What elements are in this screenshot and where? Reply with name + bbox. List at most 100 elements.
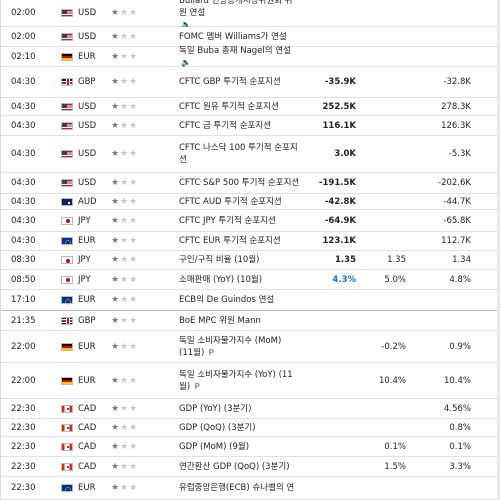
table-row[interactable]: 04:30 EUR ★ ★ ★ CFTC EUR 투기적 순포지션 123.1K 112.7K — [1, 232, 500, 251]
table-row[interactable]: 22:30 CAD ★ ★ ★ GDP (QoQ) (3분기) 0.8% — [1, 419, 500, 437]
event-time: 22:00 — [11, 341, 36, 352]
star-icon: ★ — [111, 341, 121, 352]
table-row[interactable]: 02:10 EUR ★ ★ ★ 독일 Buba 총재 Nagel의 연설 🔈 — [1, 46, 500, 67]
currency-code: GBP — [78, 315, 96, 326]
star-icon: ★ — [111, 149, 121, 159]
table-row[interactable]: 22:30 CAD ★ ★ ★ 연간환산 GDP (QoQ) (3분기) 1.5% 3.3% — [1, 457, 500, 477]
star-icon: ★ — [120, 101, 130, 112]
importance-stars: ★ ★ ★ — [111, 67, 151, 97]
event-name[interactable]: 독일 소비자물가지수 (MoM) (11월) P — [179, 331, 304, 362]
event-name[interactable]: CFTC 원유 투기적 순포지션 — [179, 98, 304, 115]
star-icon: ★ — [111, 422, 121, 433]
currency-code: EUR — [78, 341, 96, 352]
event-name[interactable]: GDP (MoM) (9월) — [179, 437, 304, 456]
forecast-value — [366, 98, 406, 115]
importance-stars: ★ ★ ★ — [111, 116, 151, 135]
currency-code: USD — [78, 8, 97, 18]
importance-stars: ★ ★ ★ — [111, 47, 151, 66]
table-row[interactable]: 04:30 USD ★ ★ ★ CFTC S&P 500 투기적 순포지션 -191.5K -… — [1, 173, 500, 194]
table-row[interactable]: 02:00 USD ★ ★ ★ FOMC 멤버 Williams가 연설 — [1, 27, 500, 47]
event-name[interactable]: CFTC JPY 투기적 순포지션 — [179, 210, 304, 231]
table-row[interactable]: 22:00 EUR ★ ★ ★ 독일 소비자물가지수 (MoM) (11월) P -0.2% 0.… — [1, 331, 500, 363]
event-name[interactable]: CFTC 나스닥 100 투기적 순포지 션 — [179, 136, 304, 172]
star-icon: ★ — [129, 295, 139, 305]
event-time: 04:30 — [11, 236, 36, 246]
table-row[interactable]: 22:30 CAD ★ ★ ★ GDP (YoY) (3분기) 4.56% — [1, 399, 500, 419]
event-name[interactable]: CFTC GBP 투기적 순포지션 — [179, 67, 304, 97]
event-name[interactable]: CFTC EUR 투기적 순포지션 — [179, 232, 304, 250]
event-name-line: GDP (YoY) (3분기) — [179, 403, 252, 414]
star-icon: ★ — [129, 149, 139, 159]
event-name[interactable]: CFTC AUD 투기적 순포지션 — [179, 194, 304, 209]
table-row[interactable]: 08:30 JPY ★ ★ ★ 구인/구직 비율 (10월) 1.35 1.35 1.34 — [1, 251, 500, 270]
forecast-value: 5.0% — [384, 274, 406, 285]
table-row[interactable]: 04:30 USD ★ ★ ★ CFTC 나스닥 100 투기적 순포지 션 3.0K -5.3… — [1, 136, 500, 173]
star-icon: ★ — [120, 441, 130, 452]
event-name-line: CFTC GBP 투기적 순포지션 — [179, 77, 281, 87]
event-name[interactable]: 구인/구직 비율 (10월) — [179, 251, 304, 269]
importance-stars: ★ ★ ★ — [111, 457, 151, 476]
star-icon: ★ — [120, 375, 130, 386]
scrollbar[interactable] — [497, 0, 500, 500]
event-time: 04:30 — [11, 77, 36, 87]
event-name[interactable]: GDP (YoY) (3분기) — [179, 399, 304, 418]
event-name[interactable]: CFTC S&P 500 투기적 순포지션 — [179, 173, 304, 193]
event-name[interactable]: 독일 소비자물가지수 (YoY) (11 월) P — [179, 363, 304, 398]
event-name[interactable]: GDP (QoQ) (3분기) — [179, 419, 304, 436]
star-icon: ★ — [120, 422, 130, 433]
gb-flag-icon — [61, 78, 73, 86]
event-time: 17:10 — [11, 295, 36, 305]
actual-value — [301, 311, 356, 330]
de-flag-icon — [61, 342, 73, 351]
table-row[interactable]: 21:35 GBP ★ ★ ★ BoE MPC 위원 Mann — [1, 311, 500, 331]
importance-stars: ★ ★ ★ — [111, 311, 151, 330]
star-icon: ★ — [111, 255, 121, 265]
gb-flag-icon — [61, 316, 73, 325]
event-time: 08:30 — [11, 255, 36, 265]
star-icon: ★ — [129, 375, 139, 386]
au-flag-icon — [61, 197, 73, 206]
actual-value — [301, 290, 356, 310]
actual-value: -64.9K — [324, 215, 356, 226]
table-row[interactable]: 22:00 EUR ★ ★ ★ 독일 소비자물가지수 (YoY) (11 월) P 10.4% 1… — [1, 363, 500, 399]
preliminary-icon: P — [194, 381, 201, 391]
table-row[interactable]: 04:30 JPY ★ ★ ★ CFTC JPY 투기적 순포지션 -64.9K -65.8K — [1, 210, 500, 232]
star-icon: ★ — [120, 483, 130, 493]
table-row[interactable]: 04:30 USD ★ ★ ★ CFTC 금 투기적 순포지션 116.1K 126.3K — [1, 116, 500, 136]
importance-stars: ★ ★ ★ — [111, 0, 151, 26]
table-row[interactable]: 04:30 GBP ★ ★ ★ CFTC GBP 투기적 순포지션 -35.9K -32.8K — [1, 67, 500, 98]
event-name[interactable]: ECB의 De Guindos 연설 — [179, 290, 304, 310]
event-time: 02:10 — [11, 51, 36, 62]
previous-value: 112.7K — [441, 236, 471, 246]
star-icon: ★ — [120, 236, 130, 246]
event-name[interactable]: 소매판매 (YoY) (10월) — [179, 270, 304, 289]
star-icon: ★ — [120, 341, 130, 352]
forecast-value — [366, 399, 406, 418]
event-time: 02:00 — [11, 8, 36, 18]
table-row[interactable]: 04:30 USD ★ ★ ★ CFTC 원유 투기적 순포지션 252.5K 278.3K — [1, 98, 500, 116]
event-name[interactable]: 유럽중앙은행(ECB) 슈나벨의 연 — [179, 477, 304, 499]
speaker-icon: 🔈 — [181, 20, 191, 29]
star-icon: ★ — [120, 149, 130, 159]
event-name[interactable]: 연간환산 GDP (QoQ) (3분기) — [179, 457, 304, 476]
star-icon: ★ — [129, 461, 139, 472]
currency-code: EUR — [78, 51, 96, 62]
star-icon: ★ — [111, 295, 121, 305]
table-row[interactable]: 22:30 CAD ★ ★ ★ GDP (MoM) (9월) 0.1% 0.1% — [1, 437, 500, 457]
event-name[interactable]: 독일 Buba 총재 Nagel의 연설 🔈 — [179, 46, 304, 67]
importance-stars: ★ ★ ★ — [111, 363, 151, 398]
table-row[interactable]: 04:30 AUD ★ ★ ★ CFTC AUD 투기적 순포지션 -42.8K -44.7K — [1, 194, 500, 210]
star-icon: ★ — [120, 120, 130, 131]
event-name[interactable]: CFTC 금 투기적 순포지션 — [179, 116, 304, 135]
event-name[interactable]: BoE MPC 위원 Mann — [179, 311, 304, 330]
currency-code: EUR — [78, 295, 96, 305]
star-icon: ★ — [129, 315, 139, 326]
event-name[interactable]: FOMC 멤버 Williams가 연설 — [179, 27, 304, 46]
table-row[interactable]: 17:10 EUR ★ ★ ★ ECB의 De Guindos 연설 — [1, 290, 500, 311]
table-row[interactable]: 22:30 EUR ★ ★ ★ 유럽중앙은행(ECB) 슈나벨의 연 — [1, 477, 500, 500]
forecast-value — [366, 311, 406, 330]
ca-flag-icon — [61, 423, 73, 432]
table-row[interactable]: 08:50 JPY ★ ★ ★ 소매판매 (YoY) (10월) 4.3% 5.0% 4.8% — [1, 270, 500, 290]
